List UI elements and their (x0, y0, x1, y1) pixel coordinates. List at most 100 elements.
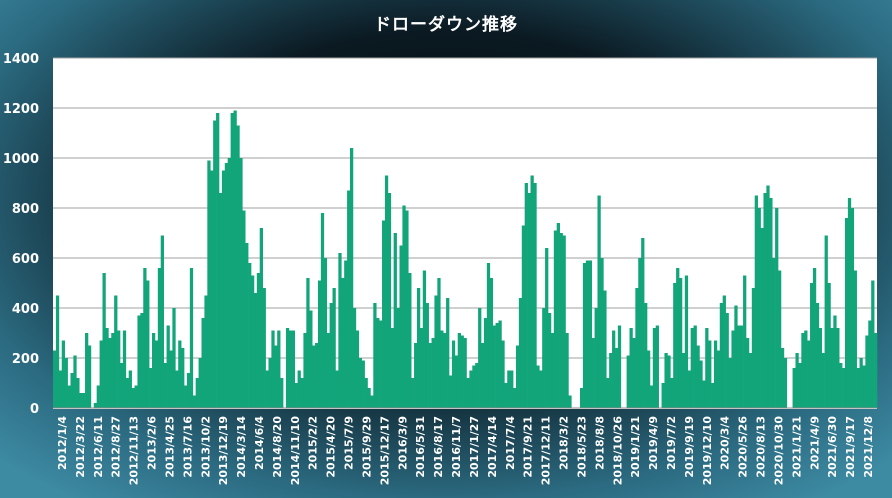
data-bar (119, 363, 124, 408)
x-tick-label: 2014/3/14 (235, 416, 248, 478)
data-bar (280, 378, 284, 408)
data-bar (489, 278, 494, 408)
data-bar (387, 193, 392, 408)
data-bar (486, 263, 491, 408)
data-bar (492, 325, 496, 408)
x-tick-label: 2018/8/8 (593, 416, 606, 470)
data-bar (96, 385, 100, 408)
data-bar (143, 268, 147, 408)
data-bar (288, 330, 293, 408)
data-bar (626, 355, 630, 408)
x-tick-label: 2017/1/27 (468, 416, 481, 478)
data-bar (483, 318, 488, 408)
x-tick-label: 2015/4/20 (325, 416, 338, 478)
data-bar (425, 303, 429, 408)
x-tick-label: 2012/6/11 (92, 416, 105, 478)
data-bar (766, 185, 770, 408)
data-bar (865, 335, 869, 408)
data-bar (303, 333, 307, 408)
data-bar (146, 280, 150, 408)
x-tick-label: 2012/11/13 (128, 416, 141, 485)
data-bar (242, 210, 246, 408)
data-bar (842, 368, 846, 408)
x-tick-label: 2015/2/2 (307, 416, 320, 470)
data-bar (821, 353, 825, 408)
data-bar (713, 340, 718, 408)
data-bar (737, 325, 741, 408)
data-bar (515, 345, 520, 408)
data-bar (504, 383, 508, 408)
data-bar (524, 183, 528, 408)
data-bar (131, 388, 135, 408)
data-bar (186, 373, 191, 408)
data-bar (317, 280, 322, 408)
data-bar (818, 328, 823, 408)
data-bar (134, 385, 138, 408)
x-tick-label: 2013/7/16 (181, 416, 194, 478)
data-bar (201, 318, 205, 408)
data-bar (641, 238, 645, 408)
data-bar (760, 228, 764, 408)
data-bar (79, 393, 83, 408)
data-bar (227, 158, 231, 408)
data-bar (370, 395, 374, 408)
data-bar (676, 268, 680, 408)
data-bar (591, 338, 595, 408)
data-bar (702, 380, 706, 408)
data-bar (178, 340, 182, 408)
data-bar (740, 325, 744, 408)
data-bar (507, 370, 511, 408)
data-bar (478, 308, 482, 408)
data-bar (285, 328, 290, 408)
x-tick-label: 2017/12/11 (540, 416, 553, 485)
data-bar (181, 348, 185, 408)
data-bar (76, 378, 80, 408)
data-bar (85, 333, 89, 408)
data-bar (160, 235, 164, 408)
data-bar (125, 378, 130, 408)
data-bar (393, 233, 397, 408)
data-bar (472, 365, 476, 408)
data-bar (824, 235, 828, 408)
x-tick-label: 2017/7/4 (504, 416, 517, 470)
data-bar (722, 295, 726, 408)
data-bar (693, 325, 697, 408)
y-tick-label: 1400 (3, 52, 39, 67)
data-bar (213, 120, 217, 408)
x-tick-label: 2018/10/26 (611, 416, 624, 486)
data-bar (195, 378, 199, 408)
data-bar (367, 388, 371, 408)
data-bar (265, 370, 269, 408)
data-bar (428, 343, 432, 408)
data-bar (108, 338, 112, 408)
data-bar (748, 353, 753, 408)
data-bar (725, 313, 729, 408)
data-bar (565, 333, 569, 408)
data-bar (539, 370, 543, 408)
data-bar (402, 205, 406, 408)
x-tick-label: 2021/6/30 (826, 416, 839, 478)
y-axis-ticks: 0 200 400 600 800 1000 1200 1400 (3, 52, 39, 417)
data-bar (804, 330, 808, 408)
data-bar (408, 273, 412, 408)
data-bar (754, 195, 758, 408)
data-bar (751, 288, 756, 408)
data-bar (411, 378, 415, 408)
data-bar (291, 330, 296, 408)
data-bar (341, 278, 345, 408)
data-bar (105, 328, 109, 408)
data-bar (58, 370, 63, 408)
data-bar (431, 338, 435, 408)
data-bar (827, 283, 831, 408)
data-bar (868, 320, 872, 408)
data-bar (99, 340, 103, 408)
data-bar (585, 260, 590, 408)
data-bar (810, 283, 814, 408)
data-bar (501, 340, 505, 408)
data-bar (521, 225, 526, 408)
data-bar (856, 368, 860, 408)
data-bar (434, 295, 438, 408)
data-bar (481, 343, 485, 408)
data-bar (440, 330, 444, 408)
data-bar (364, 378, 368, 408)
